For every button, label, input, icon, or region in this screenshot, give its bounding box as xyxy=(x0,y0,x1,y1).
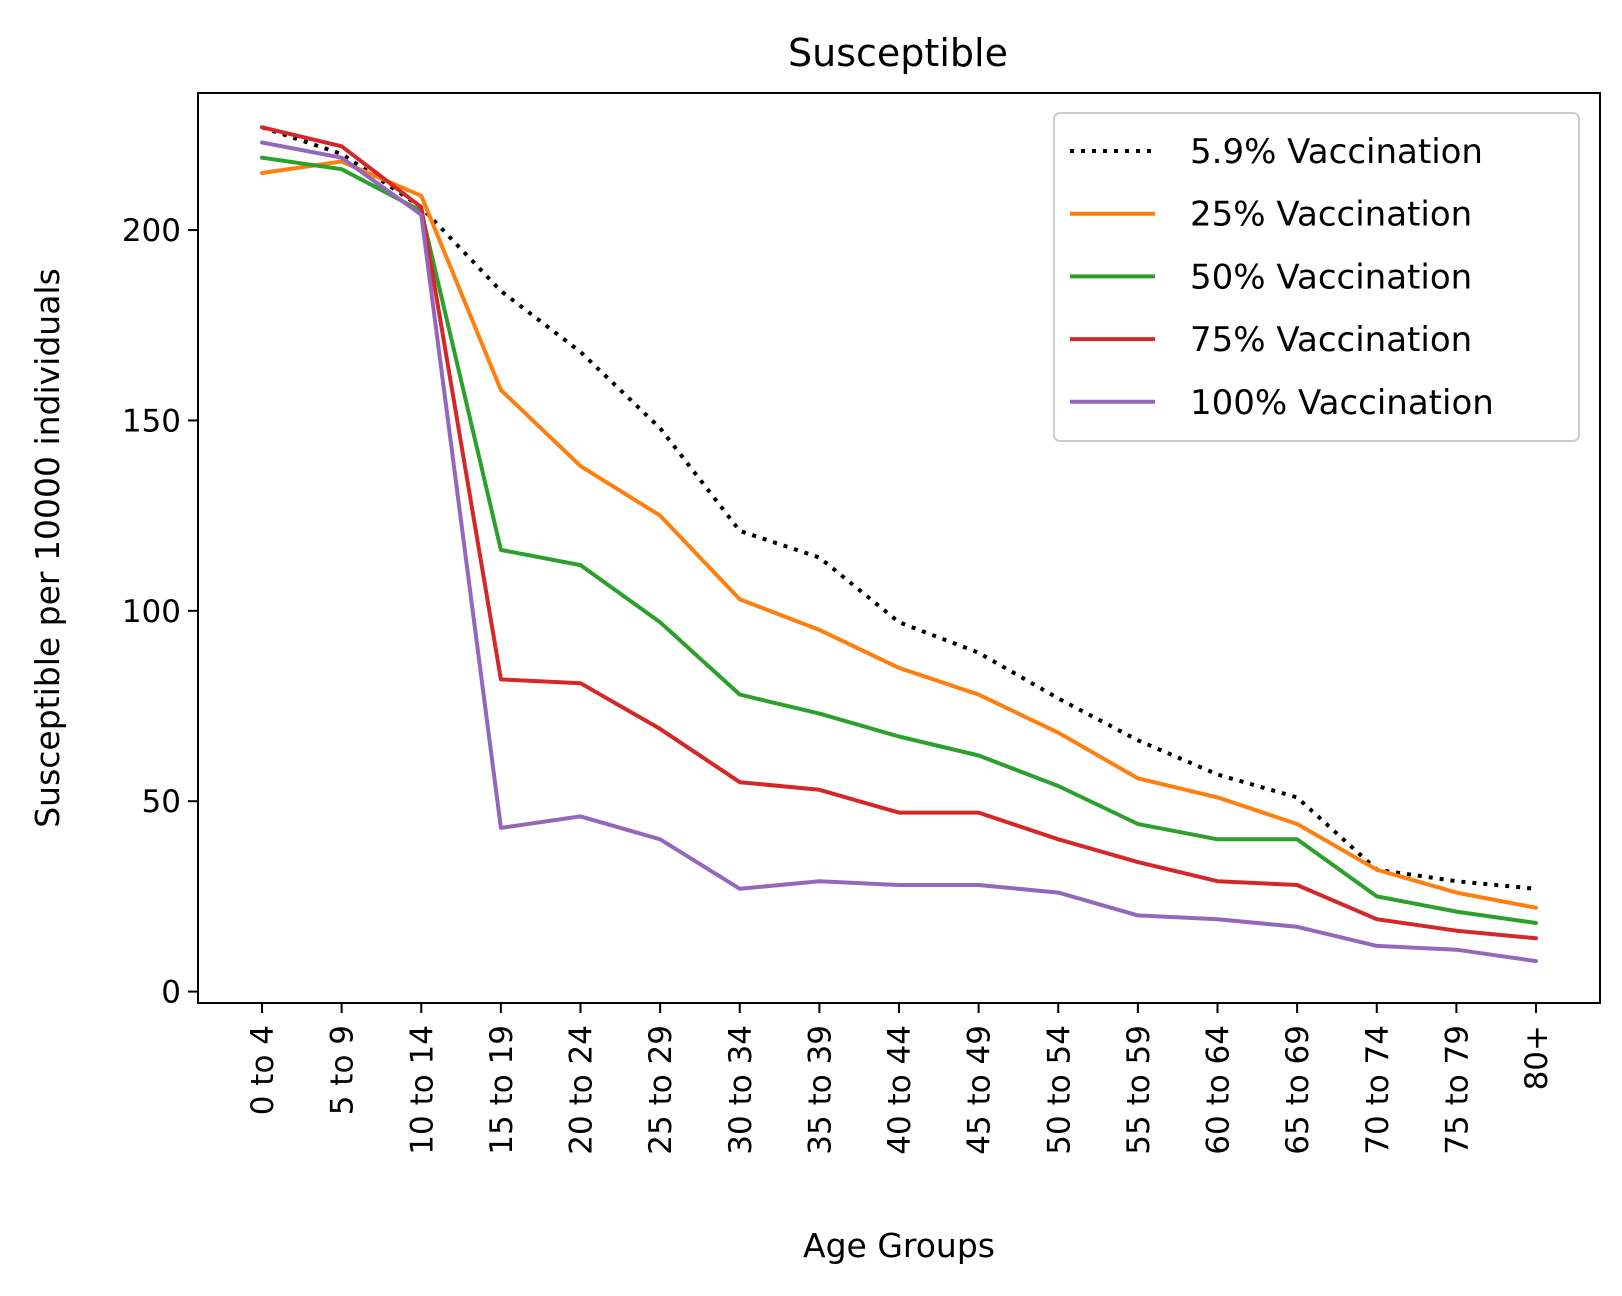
y-axis-label: Susceptible per 10000 individuals xyxy=(28,268,67,828)
x-axis-label: Age Groups xyxy=(803,1226,995,1265)
x-tick-label: 5 to 9 xyxy=(325,1025,361,1115)
x-tick-label: 25 to 29 xyxy=(643,1025,679,1155)
x-tick-label: 20 to 24 xyxy=(564,1025,600,1155)
legend-label-5: 100% Vaccination xyxy=(1190,383,1494,423)
legend: 5.9% Vaccination 25% Vaccination 50% Vacci… xyxy=(1054,113,1579,441)
x-tick-label: 65 to 69 xyxy=(1280,1025,1316,1155)
y-tick-label: 150 xyxy=(122,403,181,439)
legend-label-2: 25% Vaccination xyxy=(1190,195,1472,235)
x-tick-label: 75 to 79 xyxy=(1439,1025,1475,1155)
legend-label-1: 5.9% Vaccination xyxy=(1190,132,1483,172)
y-tick-label: 200 xyxy=(122,213,181,249)
legend-label-4: 75% Vaccination xyxy=(1190,320,1472,360)
x-tick-label: 0 to 4 xyxy=(245,1025,281,1115)
x-tick-label: 50 to 54 xyxy=(1041,1025,1077,1155)
legend-label-3: 50% Vaccination xyxy=(1190,257,1472,297)
x-tick-label: 80+ xyxy=(1519,1025,1555,1090)
x-tick-label: 55 to 59 xyxy=(1121,1025,1157,1155)
y-tick-label: 50 xyxy=(142,784,181,820)
y-tick-label: 100 xyxy=(122,594,181,630)
x-tick-label: 70 to 74 xyxy=(1360,1025,1396,1155)
chart-title: Susceptible xyxy=(788,31,1008,75)
x-tick-label: 35 to 39 xyxy=(802,1025,838,1155)
y-tick-label: 0 xyxy=(161,975,181,1011)
x-tick-label: 30 to 34 xyxy=(723,1025,759,1155)
x-tick-label: 10 to 14 xyxy=(404,1025,440,1155)
x-tick-label: 15 to 19 xyxy=(484,1025,520,1155)
x-tick-label: 40 to 44 xyxy=(882,1025,918,1155)
x-tick-label: 60 to 64 xyxy=(1201,1025,1237,1155)
x-tick-label: 45 to 49 xyxy=(962,1025,998,1155)
